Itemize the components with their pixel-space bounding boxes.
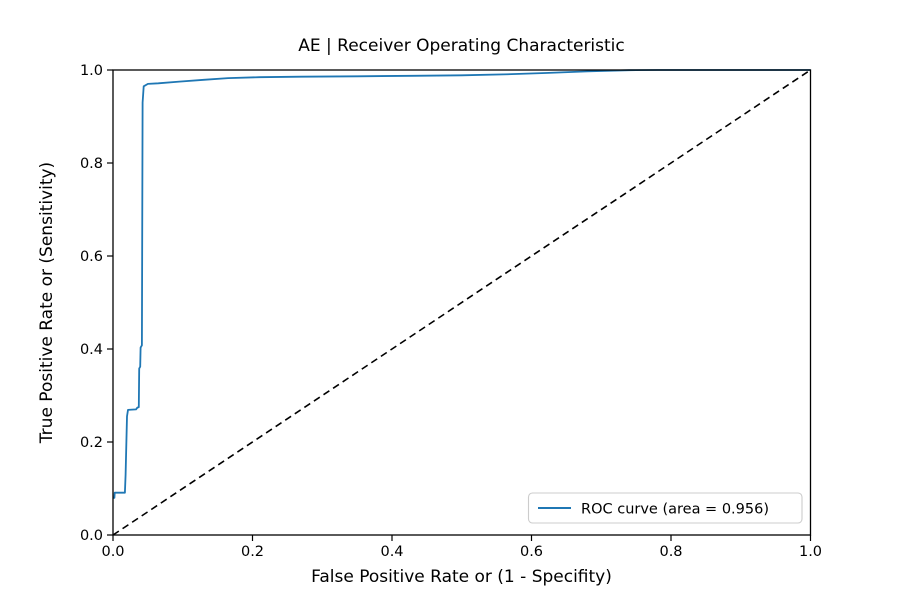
legend: ROC curve (area = 0.956): [527, 492, 803, 524]
x-tick-label: 0.0: [101, 544, 124, 560]
y-tick-label: 0.2: [80, 435, 103, 451]
y-tick-label: 0.8: [80, 156, 103, 172]
x-tick-label: 0.8: [659, 544, 682, 560]
x-tick-label: 0.2: [241, 544, 264, 560]
y-tick-label: 1.0: [80, 63, 103, 79]
y-tick-label: 0.0: [80, 528, 103, 544]
chance-diagonal-line: [112, 69, 811, 536]
y-axis-label: True Positive Rate or (Sensitivity): [37, 162, 57, 444]
series-lines: [112, 69, 811, 536]
x-axis-ticks: 0.0 0.2 0.4 0.6 0.8 1.0: [101, 535, 822, 560]
x-tick-label: 0.4: [380, 544, 403, 560]
y-tick-label: 0.4: [80, 342, 103, 358]
plot-border: [112, 69, 812, 536]
legend-label: ROC curve (area = 0.956): [581, 502, 769, 518]
x-axis-label: False Positive Rate or (1 - Specifity): [311, 567, 612, 587]
y-axis-ticks: 0.0 0.2 0.4 0.6 0.8 1.0: [80, 63, 113, 544]
roc-curve-line: [113, 69, 811, 499]
chart-title: AE | Receiver Operating Characteristic: [298, 36, 625, 56]
x-tick-label: 0.6: [520, 544, 543, 560]
legend-box: [527, 492, 803, 524]
y-tick-label: 0.6: [80, 249, 103, 265]
x-tick-label: 1.0: [799, 544, 822, 560]
